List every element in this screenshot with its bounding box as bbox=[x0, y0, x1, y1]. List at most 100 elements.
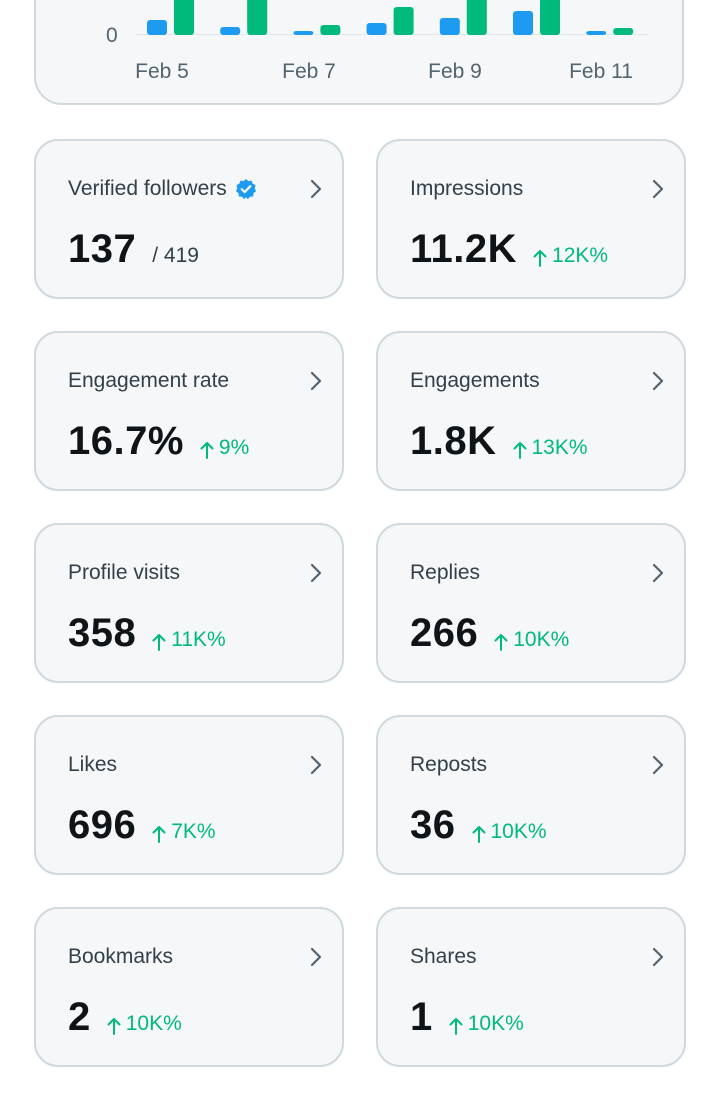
metric-value: 11.2K bbox=[410, 227, 518, 271]
metric-value: 1.8K bbox=[410, 419, 497, 463]
chart-bar[interactable] bbox=[174, 0, 194, 35]
card-title: Shares bbox=[410, 945, 477, 969]
chart-bar[interactable] bbox=[366, 23, 387, 35]
metric-change: 10K% bbox=[449, 1012, 524, 1036]
metric-card-reposts[interactable]: Reposts 36 10K% bbox=[376, 715, 686, 875]
metric-value: 266 bbox=[410, 611, 479, 655]
chevron-right-icon bbox=[310, 371, 322, 391]
chart-bar[interactable] bbox=[513, 11, 533, 35]
chart-bar[interactable] bbox=[247, 0, 268, 35]
card-title-label: Likes bbox=[68, 753, 118, 776]
chart-bar[interactable] bbox=[393, 7, 414, 35]
card-title-label: Profile visits bbox=[68, 561, 181, 584]
card-title-label: Shares bbox=[410, 945, 477, 968]
card-value-row: 266 10K% bbox=[410, 611, 569, 656]
metric-card-replies[interactable]: Replies 266 10K% bbox=[376, 523, 686, 683]
card-value-row: 1 10K% bbox=[410, 995, 524, 1040]
chart-bar[interactable] bbox=[613, 28, 634, 35]
metric-change: 13K% bbox=[513, 436, 588, 460]
card-title: Bookmarks bbox=[68, 945, 173, 969]
chevron-right-icon bbox=[310, 563, 322, 583]
card-title: Likes bbox=[68, 753, 117, 777]
arrow-up-icon bbox=[513, 442, 526, 459]
card-title: Profile visits bbox=[68, 561, 180, 585]
metric-change-value: 12K% bbox=[552, 244, 609, 267]
card-title-label: Verified followers bbox=[68, 177, 227, 200]
metric-change-value: 10K% bbox=[125, 1012, 182, 1035]
metric-change-value: 11K% bbox=[171, 628, 226, 651]
chart-bar[interactable] bbox=[586, 31, 607, 35]
metric-change-value: 13K% bbox=[531, 436, 588, 459]
metric-value: 1 bbox=[410, 995, 433, 1039]
card-value-row: 137 / 419 bbox=[68, 227, 199, 272]
metric-total: / 419 bbox=[152, 244, 199, 267]
chevron-right-icon bbox=[652, 371, 664, 391]
metric-change: 12K% bbox=[533, 244, 608, 268]
metrics-grid: Verified followers 137/ 419 Impressions 11… bbox=[34, 139, 686, 1067]
chart-bar[interactable] bbox=[293, 31, 314, 35]
metric-card-verified-followers[interactable]: Verified followers 137 / 419 bbox=[34, 139, 344, 299]
chart-bar[interactable] bbox=[220, 27, 241, 35]
metric-change-value: 10K% bbox=[467, 1012, 524, 1035]
card-value-row: 11.2K 12K% bbox=[410, 227, 608, 272]
chart-bar[interactable] bbox=[320, 25, 341, 35]
chart-bar[interactable] bbox=[540, 0, 560, 35]
card-title-label: Engagements bbox=[410, 369, 540, 392]
metric-card-profile-visits[interactable]: Profile visits 358 11K% bbox=[34, 523, 344, 683]
card-title: Replies bbox=[410, 561, 480, 585]
arrow-up-icon bbox=[449, 1018, 463, 1035]
metric-value: 16.7% bbox=[68, 419, 184, 463]
x-tick-label: Feb 11 bbox=[569, 60, 633, 83]
chevron-right-icon bbox=[652, 563, 664, 583]
arrow-up-icon bbox=[533, 250, 547, 267]
metric-card-bookmarks[interactable]: Bookmarks 2 10K% bbox=[34, 907, 344, 1067]
chevron-right-icon bbox=[652, 179, 664, 199]
chevron-right-icon bbox=[310, 179, 322, 199]
chart-bar[interactable] bbox=[147, 20, 167, 35]
card-title-label: Bookmarks bbox=[68, 945, 174, 968]
chevron-right-icon bbox=[310, 947, 322, 967]
arrow-up-icon bbox=[494, 634, 508, 651]
metric-value: 137 bbox=[68, 227, 137, 271]
chart-bar[interactable] bbox=[466, 0, 487, 35]
card-title-label: Impressions bbox=[410, 177, 524, 200]
card-value-row: 358 11K% bbox=[68, 611, 226, 656]
bar-chart: 0 Feb 5 Feb 7 Feb 9 Feb 11 bbox=[106, 0, 648, 83]
card-value-row: 696 7K% bbox=[68, 803, 216, 848]
card-title-label: Replies bbox=[410, 561, 481, 584]
metric-change: 9% bbox=[200, 436, 249, 460]
metric-value: 2 bbox=[68, 995, 91, 1039]
metric-card-shares[interactable]: Shares 1 10K% bbox=[376, 907, 686, 1067]
metric-change: 11K% bbox=[152, 628, 226, 652]
card-title: Impressions bbox=[410, 177, 523, 201]
metric-change-value: 7K% bbox=[171, 820, 216, 843]
chart-bar[interactable] bbox=[439, 18, 460, 35]
metric-value: 358 bbox=[68, 611, 137, 655]
arrow-up-icon bbox=[152, 826, 166, 843]
card-title: Reposts bbox=[410, 753, 487, 777]
metric-card-engagements[interactable]: Engagements 1.8K 13K% bbox=[376, 331, 686, 491]
x-tick-label: Feb 9 bbox=[428, 60, 482, 83]
chevron-right-icon bbox=[652, 755, 664, 775]
chevron-right-icon bbox=[652, 947, 664, 967]
arrow-up-icon bbox=[107, 1018, 121, 1035]
arrow-up-icon bbox=[472, 826, 485, 843]
metric-card-likes[interactable]: Likes 696 7K% bbox=[34, 715, 344, 875]
metric-card-impressions[interactable]: Impressions 11.2K 12K% bbox=[376, 139, 686, 299]
chart-card bbox=[34, 0, 684, 105]
arrow-up-icon bbox=[200, 442, 214, 459]
metric-change: 10K% bbox=[107, 1012, 182, 1036]
metric-change-value: 10K% bbox=[513, 628, 570, 651]
y-tick-label: 0 bbox=[106, 24, 118, 47]
card-title: Verified followers bbox=[68, 177, 257, 201]
card-value-row: 2 10K% bbox=[68, 995, 182, 1040]
metric-card-engagement-rate[interactable]: Engagement rate 16.7% 9% bbox=[34, 331, 344, 491]
metric-change: 10K% bbox=[472, 820, 547, 844]
chevron-right-icon bbox=[310, 755, 322, 775]
metric-change-value: 9% bbox=[218, 436, 250, 459]
metric-value: 696 bbox=[68, 803, 137, 847]
metric-change: 7K% bbox=[152, 820, 216, 844]
card-title-label: Reposts bbox=[410, 753, 488, 776]
x-tick-label: Feb 7 bbox=[282, 60, 336, 83]
